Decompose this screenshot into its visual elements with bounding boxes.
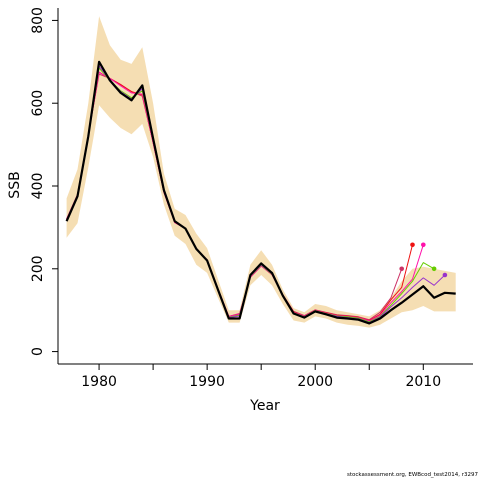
retro-end-marker-2	[410, 242, 415, 248]
plot-area	[65, 16, 456, 328]
ssb-line	[65, 60, 456, 325]
y-tick-label: 800	[30, 7, 46, 34]
x-tick-label: 2010	[405, 374, 441, 390]
retro-end-marker-4	[431, 266, 437, 272]
footnote: stockassessment.org, EWBcod_test2014, r3…	[347, 472, 478, 478]
retro-end-marker-3	[421, 242, 426, 248]
y-tick-label: 400	[30, 173, 46, 200]
y-tick-label: 600	[30, 90, 46, 117]
x-axis-title: Year	[249, 398, 280, 414]
x-tick-label: 1990	[189, 374, 225, 390]
x-tick-label: 1980	[81, 374, 117, 390]
x-tick-label: 2000	[297, 374, 333, 390]
y-tick-label: 200	[30, 255, 46, 282]
retro-end-marker-1	[399, 266, 405, 272]
axes: 0 200 400 600 800 1980 1990 2000 2010	[30, 7, 473, 390]
retro-end-marker-5	[442, 272, 448, 278]
y-axis-title: SSB	[7, 171, 23, 198]
y-tick-label: 0	[30, 347, 46, 356]
